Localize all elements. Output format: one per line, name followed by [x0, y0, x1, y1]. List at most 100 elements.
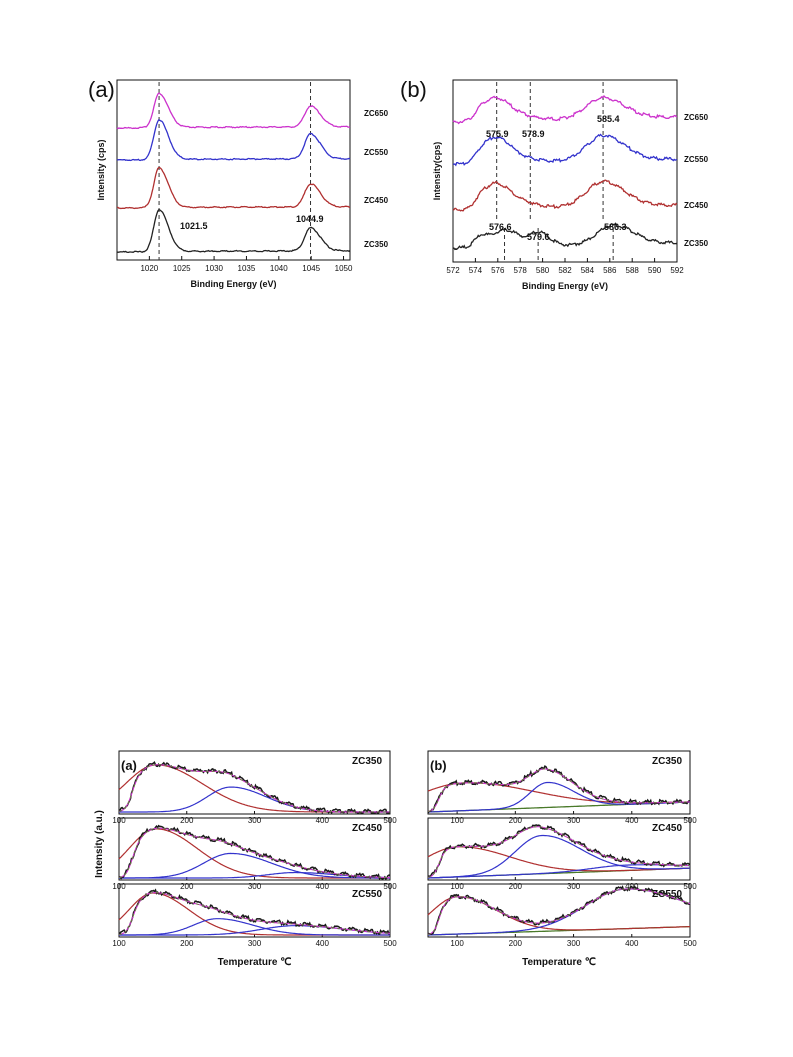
x-tick-label: 300 [248, 882, 262, 891]
fit-sum [118, 827, 390, 878]
x-tick-label: 586 [603, 266, 617, 275]
y-axis-label: Intensity (a.u.) [94, 810, 105, 878]
subplot-title: ZC350 [352, 756, 382, 767]
x-tick-label: 300 [567, 816, 581, 825]
x-tick-label: 580 [536, 266, 550, 275]
peak-annotation: 579.6 [527, 232, 550, 242]
panel-label: (b) [400, 77, 427, 102]
x-tick-label: 200 [509, 882, 523, 891]
subplot-title: ZC550 [352, 889, 382, 900]
x-tick-label: 400 [316, 939, 330, 948]
series-line-zc350 [117, 209, 351, 254]
subplot-frame [427, 750, 691, 815]
x-tick-label: 1045 [302, 264, 320, 273]
subplot-title: ZC450 [352, 823, 382, 834]
plot-frame [452, 79, 678, 263]
series-line-zc450 [117, 166, 351, 210]
x-tick-label: 100 [450, 939, 464, 948]
fit-envelope [118, 764, 390, 813]
x-tick-label: 200 [509, 939, 523, 948]
y-axis-label: Intensity (cps) [96, 139, 106, 200]
series-line-zc550 [452, 133, 678, 167]
x-tick-label: 400 [625, 939, 639, 948]
series-label-zc650: ZC650 [364, 109, 389, 118]
series-line-zc550 [116, 119, 351, 162]
series-line-zc650 [116, 92, 351, 130]
fit-component-1 [119, 786, 390, 813]
x-tick-label: 300 [248, 816, 262, 825]
series-label-zc550: ZC550 [684, 155, 709, 164]
series-label-zc450: ZC450 [364, 196, 389, 205]
x-axis-label: Temperature ℃ [522, 957, 596, 968]
x-tick-label: 200 [180, 939, 194, 948]
fit-sum [427, 826, 691, 878]
x-tick-label: 400 [625, 816, 639, 825]
raw-signal [118, 824, 391, 881]
raw-signal [118, 888, 391, 936]
x-tick-label: 572 [446, 266, 460, 275]
plot-frame [116, 79, 351, 261]
panel-label: (a) [88, 77, 115, 102]
x-tick-label: 500 [683, 939, 697, 948]
x-tick-label: 1035 [238, 264, 256, 273]
panel-label: (b) [430, 758, 447, 773]
fit-sum [427, 768, 690, 812]
series-label-zc450: ZC450 [684, 201, 709, 210]
x-tick-label: 100 [112, 939, 126, 948]
raw-signal [427, 765, 691, 814]
series-line-zc350 [452, 222, 678, 251]
subplot-frame [427, 817, 691, 881]
y-axis-label: Intensity(cps) [432, 142, 442, 201]
fit-component-0 [427, 846, 690, 872]
peak-annotation: 586.3 [604, 222, 627, 232]
x-tick-label: 300 [248, 939, 262, 948]
subplot-frame [427, 883, 691, 938]
series-line-zc650 [452, 95, 678, 125]
x-tick-label: 200 [180, 816, 194, 825]
x-tick-label: 200 [509, 816, 523, 825]
x-tick-label: 576 [491, 266, 505, 275]
x-tick-label: 500 [383, 939, 397, 948]
raw-signal [427, 885, 691, 936]
x-tick-label: 578 [514, 266, 528, 275]
series-label-zc550: ZC550 [364, 148, 389, 157]
x-tick-label: 1040 [270, 264, 288, 273]
fit-component-1 [119, 852, 390, 879]
x-tick-label: 300 [567, 882, 581, 891]
peak-annotation: 575.9 [486, 129, 509, 139]
x-tick-label: 592 [670, 266, 684, 275]
panel-label: (a) [121, 758, 137, 773]
x-axis-label: Binding Energy (eV) [190, 279, 276, 289]
x-tick-label: 400 [316, 816, 330, 825]
x-tick-label: 1020 [140, 264, 158, 273]
series-label-zc350: ZC350 [364, 240, 389, 249]
x-tick-label: 300 [567, 939, 581, 948]
fit-sum [118, 892, 391, 935]
fit-envelope [118, 827, 390, 879]
fit-component-1 [428, 834, 691, 879]
x-tick-label: 582 [558, 266, 572, 275]
fit-component-1 [119, 918, 390, 936]
peak-annotation: 578.9 [522, 129, 545, 139]
subplot-title: ZC450 [652, 823, 682, 834]
fit-sum [427, 888, 691, 935]
peak-annotation: 1021.5 [180, 221, 208, 231]
series-label-zc650: ZC650 [684, 113, 709, 122]
peak-annotation: 576.6 [489, 222, 512, 232]
x-tick-label: 1030 [205, 264, 223, 273]
fit-component-0 [427, 896, 690, 931]
x-tick-label: 400 [316, 882, 330, 891]
x-tick-label: 588 [626, 266, 640, 275]
x-tick-label: 590 [648, 266, 662, 275]
x-axis-label: Binding Energy (eV) [522, 281, 608, 291]
subplot-frame [118, 817, 391, 881]
fit-component-2 [428, 864, 690, 879]
series-label-zc350: ZC350 [684, 239, 709, 248]
subplot-frame [118, 750, 391, 815]
peak-annotation: 1044.9 [296, 214, 324, 224]
x-axis-label: Temperature ℃ [218, 957, 292, 968]
fit-envelope [427, 768, 690, 812]
peak-annotation: 585.4 [597, 114, 620, 124]
series-line-zc450 [452, 179, 678, 212]
subplot-title: ZC350 [652, 756, 682, 767]
